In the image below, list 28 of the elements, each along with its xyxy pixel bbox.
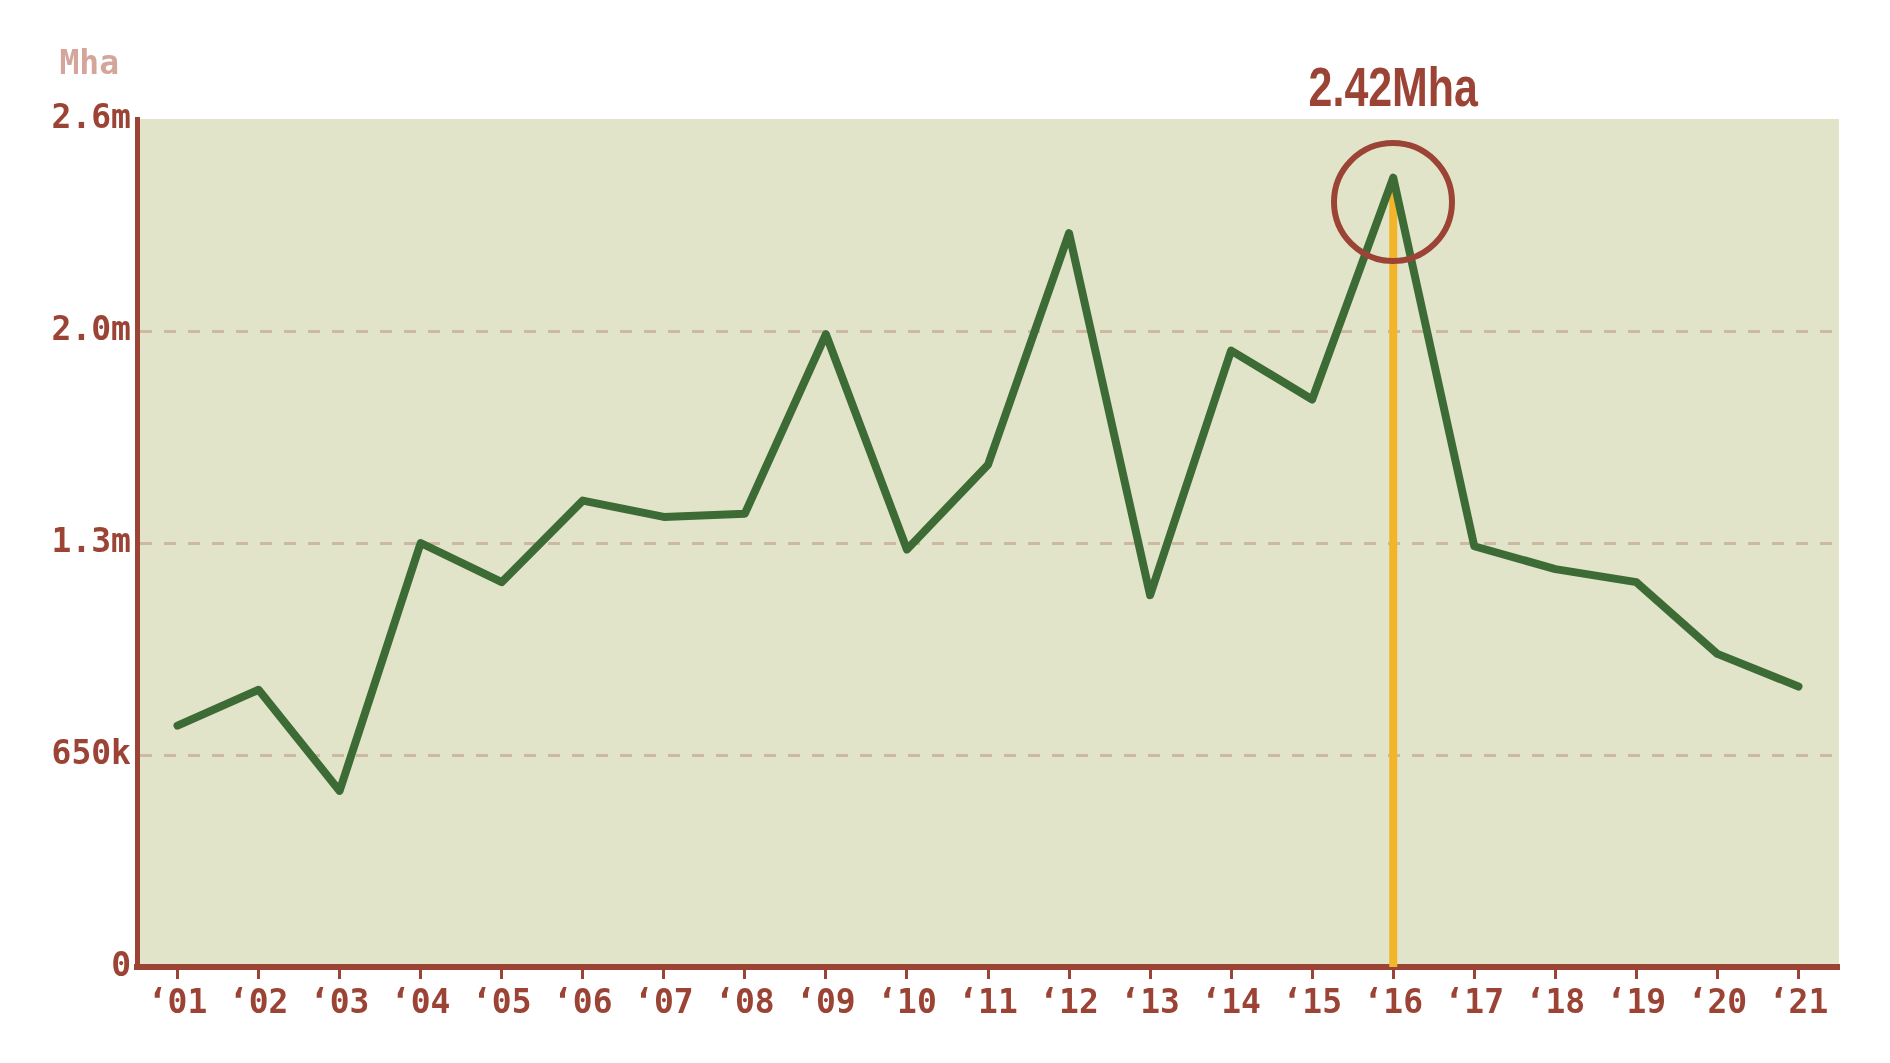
x-tick-label: ‘05 <box>471 982 532 1022</box>
x-tick-label: ‘14 <box>1201 982 1261 1022</box>
x-tick-label: ‘21 <box>1768 982 1829 1022</box>
x-tick-label: ‘11 <box>958 982 1018 1022</box>
y-tick-label: 0 <box>111 944 131 984</box>
x-tick-label: ‘09 <box>796 982 856 1022</box>
y-tick-label: 1.3m <box>51 520 131 560</box>
x-tick-label: ‘10 <box>877 982 937 1022</box>
x-tick-label: ‘17 <box>1444 982 1505 1022</box>
x-tick-label: ‘07 <box>634 982 694 1022</box>
x-tick-label: ‘01 <box>147 982 208 1022</box>
y-tick-label: 2.6m <box>51 96 131 136</box>
x-tick-label: ‘19 <box>1606 982 1667 1022</box>
x-tick-label: ‘12 <box>1039 982 1099 1022</box>
x-tick-label: ‘02 <box>228 982 289 1022</box>
x-tick-label: ‘04 <box>390 982 451 1022</box>
x-tick-label: ‘03 <box>309 982 370 1022</box>
y-tick-label: 2.0m <box>51 308 131 348</box>
x-tick-label: ‘15 <box>1282 982 1342 1022</box>
x-tick-label: ‘08 <box>715 982 775 1022</box>
x-tick-label: ‘13 <box>1120 982 1180 1022</box>
y-tick-label: 650k <box>51 732 132 772</box>
y-axis-title: Mha <box>59 43 119 82</box>
annotation: 2.42Mha <box>1308 55 1479 118</box>
x-tick-label: ‘20 <box>1687 982 1748 1022</box>
x-tick-label: ‘16 <box>1363 982 1424 1022</box>
x-tick-label: ‘06 <box>552 982 613 1022</box>
x-tick-label: ‘18 <box>1525 982 1586 1022</box>
